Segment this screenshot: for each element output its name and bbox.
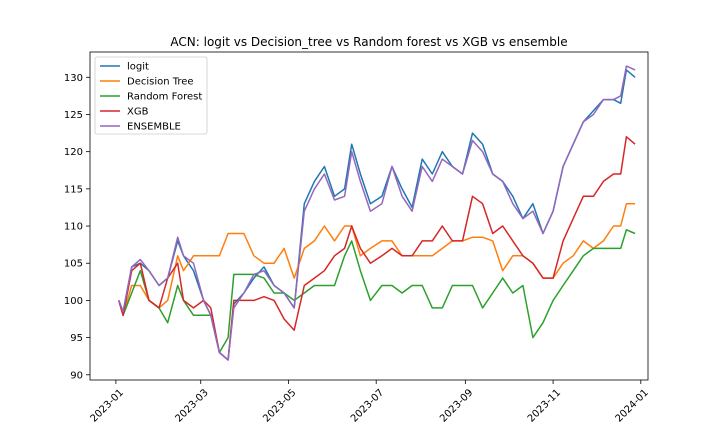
series-line-random-forest — [118, 229, 636, 354]
x-axis: 2023-01 2023-03 2023-05 2023-07 2023-09 2023-… — [89, 380, 651, 425]
y-tick-label: 130 — [64, 73, 83, 84]
x-tick-label: 2023-07 — [349, 387, 386, 424]
y-tick-label: 110 — [64, 222, 83, 233]
x-tick-label: 2023-05 — [261, 387, 298, 424]
y-tick-label: 125 — [64, 110, 83, 121]
legend-label: logit — [127, 62, 149, 73]
series-line-xgb — [118, 136, 636, 361]
legend-label: Decision Tree — [127, 77, 194, 88]
legend: logit Decision Tree Random Forest XGB ENSEMB… — [94, 56, 208, 135]
legend-box — [94, 56, 208, 135]
series-line-ensemble — [118, 65, 636, 361]
y-tick-label: 100 — [64, 296, 83, 307]
y-tick-label: 90 — [70, 370, 83, 381]
x-tick-label: 2023-11 — [526, 387, 563, 424]
y-tick-label: 115 — [64, 184, 83, 195]
x-tick-label: 2024-01 — [614, 387, 651, 424]
x-tick-label: 2023-09 — [438, 387, 475, 424]
y-axis: 90 95 100 105 110 115 120 125 130 — [64, 73, 90, 381]
chart-title: ACN: logit vs Decision_tree vs Random fo… — [170, 35, 567, 49]
plot-frame — [89, 51, 649, 381]
legend-label: XGB — [127, 107, 149, 118]
series-lines — [118, 65, 636, 361]
legend-label: ENSEMBLE — [127, 122, 181, 133]
legend-label: Random Forest — [127, 92, 202, 103]
y-tick-label: 95 — [70, 333, 83, 344]
y-tick-label: 105 — [64, 259, 83, 270]
x-tick-label: 2023-01 — [89, 387, 126, 424]
y-tick-label: 120 — [64, 147, 83, 158]
x-tick-label: 2023-03 — [173, 387, 210, 424]
